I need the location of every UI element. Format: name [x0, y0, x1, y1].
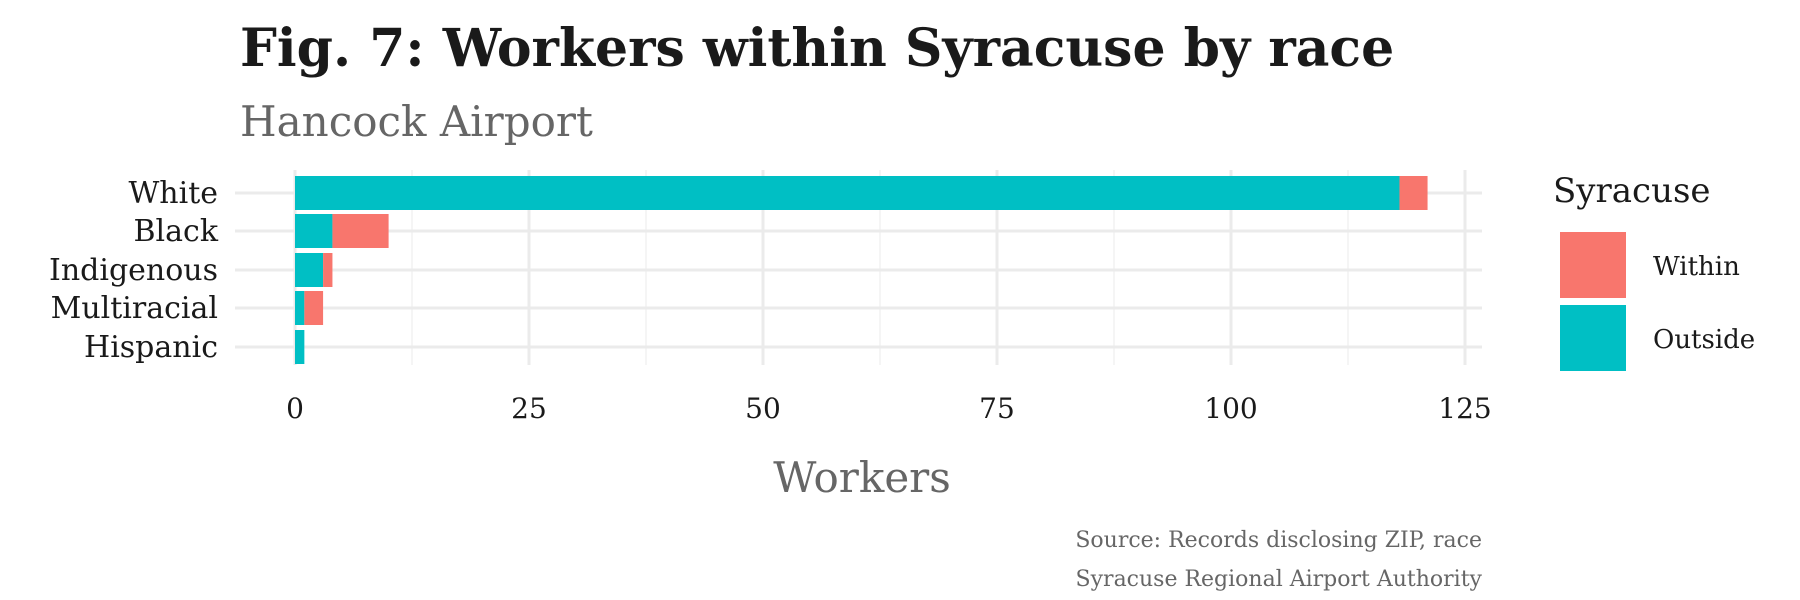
legend-title: Syracuse: [1553, 171, 1711, 211]
bar-white-within: [1399, 176, 1428, 210]
x-axis-label: Workers: [773, 453, 951, 502]
bar-white-outside: [295, 176, 1400, 210]
legend-label-outside: Outside: [1653, 325, 1755, 355]
chart-title: Fig. 7: Workers within Syracuse by race: [240, 18, 1394, 79]
bar-black-outside: [295, 214, 333, 248]
x-tick-label: 100: [1204, 392, 1257, 425]
caption-line-2: Syracuse Regional Airport Authority: [1076, 567, 1483, 592]
x-tick-label: 75: [979, 392, 1015, 425]
x-tick-label: 0: [286, 392, 304, 425]
category-label: White: [128, 176, 218, 211]
legend-label-within: Within: [1653, 252, 1740, 282]
bar-multiracial-outside: [295, 291, 305, 325]
x-tick-label: 125: [1438, 392, 1491, 425]
category-label: Hispanic: [84, 330, 218, 365]
caption: Source: Records disclosing ZIP, race Syr…: [1075, 528, 1482, 592]
x-tick-label: 25: [511, 392, 547, 425]
legend-key-within: [1560, 232, 1626, 298]
category-label: Black: [133, 214, 218, 249]
bar-black-within: [332, 214, 389, 248]
chart-subtitle: Hancock Airport: [240, 97, 593, 146]
bar-indigenous-within: [323, 253, 333, 287]
legend-key-outside: [1560, 305, 1626, 371]
bar-indigenous-outside: [295, 253, 324, 287]
caption-line-1: Source: Records disclosing ZIP, race: [1075, 528, 1482, 553]
bars: [295, 176, 1428, 364]
bar-multiracial-within: [304, 291, 324, 325]
category-label: Indigenous: [49, 253, 218, 288]
x-tick-label: 50: [745, 392, 781, 425]
bar-hispanic-outside: [295, 330, 305, 364]
x-tick-labels: 0 25 50 75 100 125: [286, 392, 1492, 425]
legend: Syracuse Within Outside: [1553, 171, 1755, 371]
category-label: Multiracial: [51, 291, 218, 326]
